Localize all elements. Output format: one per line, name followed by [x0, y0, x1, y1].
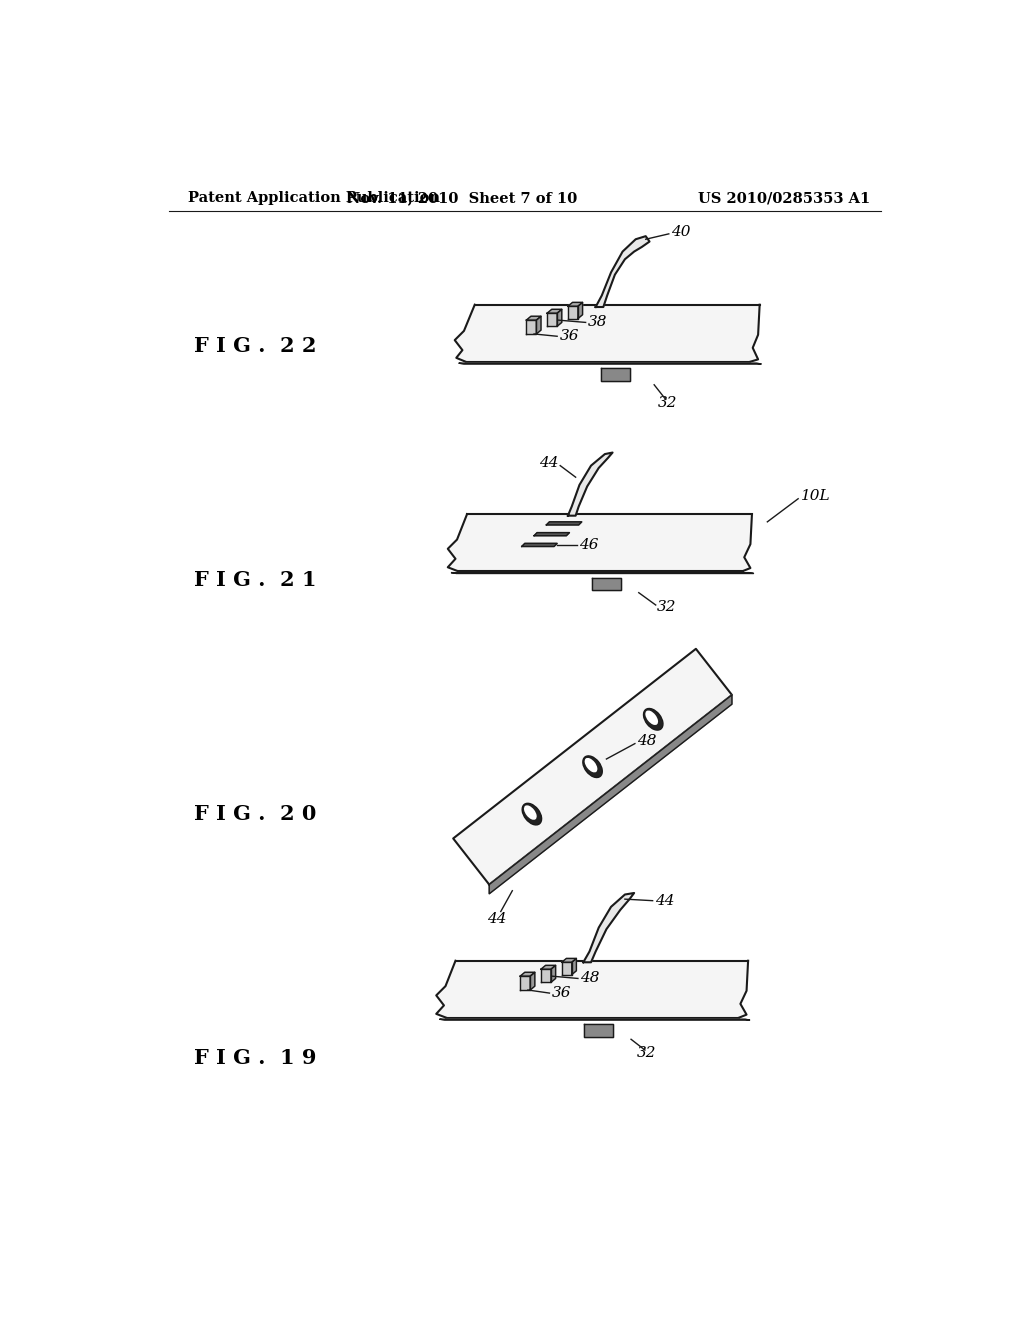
Text: 10L: 10L — [801, 490, 830, 503]
Polygon shape — [541, 969, 551, 982]
Text: Patent Application Publication: Patent Application Publication — [188, 191, 440, 206]
Polygon shape — [447, 515, 752, 572]
Text: 38: 38 — [588, 315, 607, 330]
Polygon shape — [578, 302, 583, 318]
Polygon shape — [562, 962, 571, 974]
Text: F I G .  1 9: F I G . 1 9 — [194, 1048, 316, 1068]
Text: 44: 44 — [655, 894, 675, 908]
Polygon shape — [489, 694, 732, 894]
Text: 36: 36 — [559, 329, 579, 343]
Polygon shape — [547, 521, 582, 525]
Text: 46: 46 — [580, 539, 599, 552]
Text: 32: 32 — [637, 1047, 656, 1060]
Ellipse shape — [643, 709, 663, 730]
Text: 48: 48 — [581, 972, 600, 986]
Polygon shape — [547, 309, 562, 313]
Polygon shape — [584, 892, 634, 962]
Text: 36: 36 — [552, 986, 571, 1001]
Polygon shape — [535, 533, 569, 536]
Polygon shape — [455, 305, 760, 362]
Polygon shape — [454, 649, 732, 884]
Polygon shape — [568, 453, 612, 516]
Text: 40: 40 — [671, 226, 690, 239]
Polygon shape — [547, 313, 557, 326]
Text: F I G .  2 1: F I G . 2 1 — [194, 570, 316, 590]
Polygon shape — [521, 544, 557, 546]
Polygon shape — [436, 961, 749, 1018]
Ellipse shape — [522, 804, 542, 825]
Polygon shape — [526, 317, 541, 321]
Polygon shape — [584, 1024, 613, 1036]
Text: 32: 32 — [657, 601, 677, 614]
Polygon shape — [530, 973, 535, 990]
Ellipse shape — [583, 756, 602, 777]
Polygon shape — [592, 578, 621, 590]
Text: 44: 44 — [540, 457, 559, 470]
Text: Nov. 11, 2010  Sheet 7 of 10: Nov. 11, 2010 Sheet 7 of 10 — [346, 191, 577, 206]
Polygon shape — [526, 321, 537, 334]
Text: 48: 48 — [637, 734, 656, 748]
Ellipse shape — [585, 758, 597, 772]
Polygon shape — [520, 973, 535, 977]
Polygon shape — [557, 309, 562, 326]
Text: F I G .  2 0: F I G . 2 0 — [194, 804, 316, 824]
Ellipse shape — [645, 710, 658, 725]
Text: F I G .  2 2: F I G . 2 2 — [194, 337, 316, 356]
Polygon shape — [541, 965, 556, 969]
Polygon shape — [568, 306, 578, 318]
Polygon shape — [537, 317, 541, 334]
Text: US 2010/0285353 A1: US 2010/0285353 A1 — [697, 191, 869, 206]
Text: 32: 32 — [658, 396, 678, 411]
Polygon shape — [520, 977, 530, 990]
Text: 44: 44 — [487, 912, 507, 927]
Polygon shape — [571, 958, 577, 974]
Polygon shape — [551, 965, 556, 982]
Polygon shape — [568, 302, 583, 306]
Polygon shape — [562, 958, 577, 962]
Ellipse shape — [524, 805, 537, 820]
Polygon shape — [596, 236, 649, 308]
Polygon shape — [601, 368, 631, 380]
